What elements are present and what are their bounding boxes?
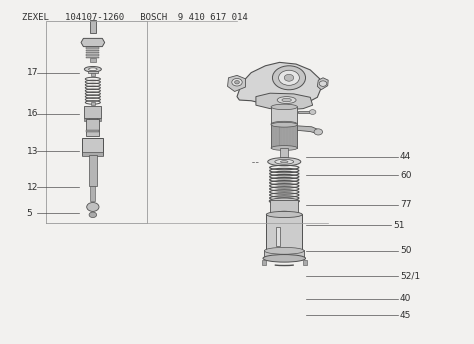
Polygon shape	[318, 78, 328, 90]
Text: 17: 17	[27, 68, 38, 77]
Polygon shape	[228, 75, 246, 92]
Bar	[86, 130, 100, 131]
Circle shape	[310, 110, 316, 115]
Bar	[86, 119, 100, 136]
Bar	[82, 138, 103, 155]
Bar	[84, 118, 101, 121]
Bar	[266, 214, 302, 251]
Bar	[89, 155, 97, 186]
Polygon shape	[237, 62, 321, 106]
Polygon shape	[81, 39, 105, 46]
Circle shape	[273, 66, 306, 90]
Bar	[86, 54, 100, 56]
Bar	[303, 260, 307, 265]
Ellipse shape	[263, 255, 306, 262]
Bar	[82, 152, 103, 155]
Bar	[264, 250, 304, 257]
Ellipse shape	[270, 212, 299, 217]
Bar	[278, 125, 280, 148]
Text: 5: 5	[27, 208, 32, 218]
Text: ZEXEL   104107-1260   BOSCH  9 410 617 014: ZEXEL 104107-1260 BOSCH 9 410 617 014	[22, 13, 248, 22]
Ellipse shape	[281, 161, 288, 163]
Bar	[281, 125, 283, 148]
Bar	[292, 125, 294, 148]
Bar	[91, 103, 95, 105]
Ellipse shape	[275, 159, 294, 164]
Text: 45: 45	[400, 311, 411, 320]
Ellipse shape	[269, 198, 300, 204]
Bar	[89, 118, 97, 126]
Bar	[289, 125, 291, 148]
Text: 60: 60	[400, 171, 411, 180]
Ellipse shape	[264, 247, 304, 254]
Text: 40: 40	[400, 294, 411, 303]
Ellipse shape	[268, 158, 301, 166]
Text: 16: 16	[27, 109, 38, 118]
Bar	[276, 227, 281, 246]
Ellipse shape	[266, 212, 302, 217]
Polygon shape	[296, 126, 319, 133]
Bar	[299, 111, 313, 113]
Ellipse shape	[282, 98, 292, 102]
Ellipse shape	[271, 121, 298, 127]
Polygon shape	[256, 93, 313, 110]
Bar	[295, 125, 297, 148]
Ellipse shape	[271, 146, 298, 150]
Circle shape	[314, 129, 322, 135]
Bar	[275, 125, 277, 148]
Circle shape	[87, 203, 99, 212]
Bar	[91, 73, 95, 76]
Ellipse shape	[84, 66, 101, 72]
Bar	[90, 58, 96, 62]
Bar	[84, 106, 101, 118]
Text: 50: 50	[400, 246, 411, 255]
Bar	[86, 50, 100, 51]
Bar	[86, 52, 100, 53]
Ellipse shape	[89, 68, 97, 71]
Ellipse shape	[277, 211, 292, 215]
Text: 52/1: 52/1	[400, 272, 420, 281]
Bar	[281, 148, 288, 162]
Circle shape	[89, 212, 97, 217]
Text: 12: 12	[27, 183, 38, 192]
Bar	[271, 125, 298, 148]
Ellipse shape	[277, 97, 296, 104]
Bar	[91, 186, 95, 201]
Bar	[286, 125, 288, 148]
Bar	[86, 47, 100, 49]
Ellipse shape	[271, 122, 298, 127]
Bar	[283, 125, 285, 148]
Text: 44: 44	[400, 152, 411, 161]
Ellipse shape	[266, 248, 302, 255]
Circle shape	[232, 78, 242, 86]
Bar	[90, 20, 96, 33]
Bar	[270, 201, 299, 215]
Text: 51: 51	[393, 221, 404, 229]
Circle shape	[319, 81, 327, 86]
Bar	[262, 260, 266, 265]
Bar	[88, 71, 98, 73]
Text: 77: 77	[400, 200, 411, 209]
Text: 13: 13	[27, 147, 38, 156]
Bar	[272, 125, 274, 148]
Bar	[271, 107, 298, 124]
Circle shape	[279, 70, 300, 85]
Bar	[86, 57, 100, 58]
Circle shape	[284, 74, 294, 81]
Circle shape	[235, 80, 239, 84]
Ellipse shape	[271, 104, 298, 110]
